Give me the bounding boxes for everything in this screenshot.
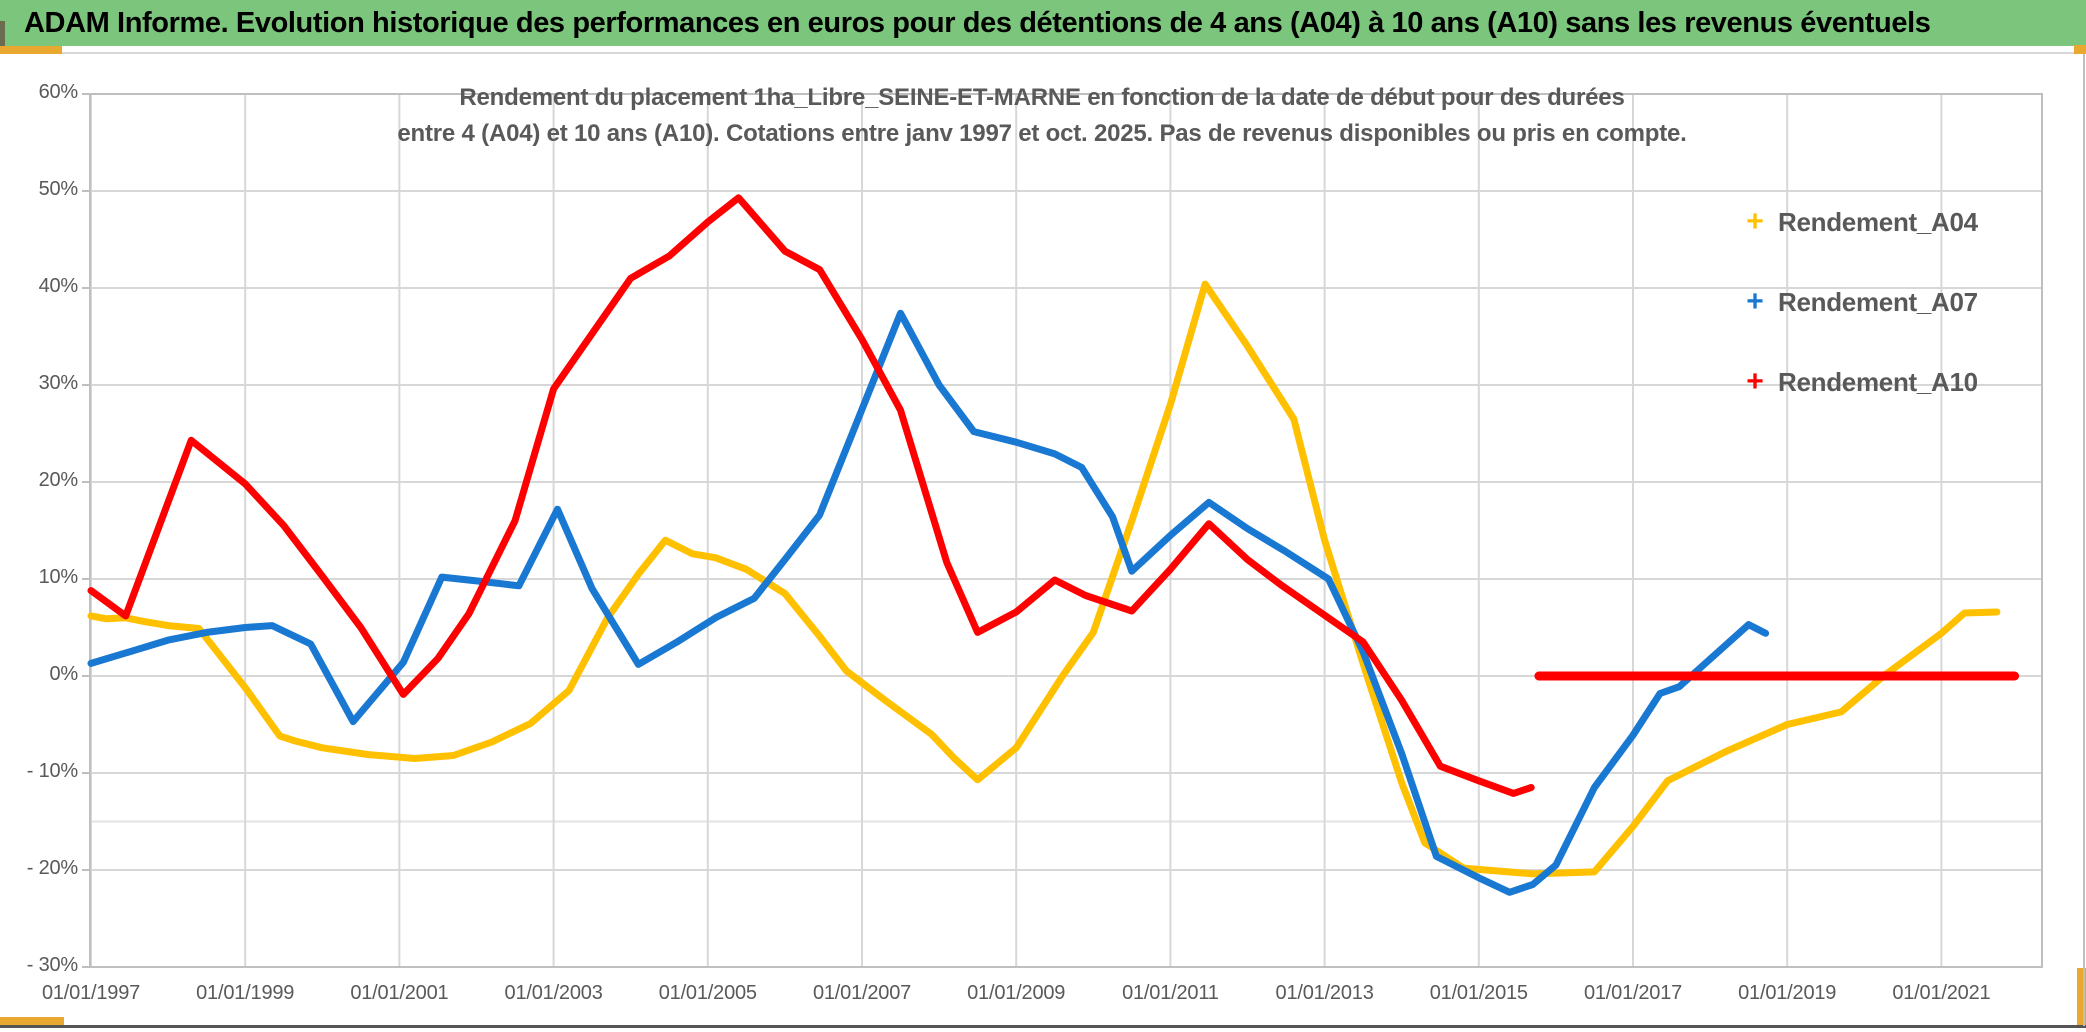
x-axis-label: 01/01/2003 [504, 982, 603, 1004]
x-axis-label: 01/01/2021 [1892, 982, 1991, 1004]
series-rendement-a04 [87, 280, 2001, 878]
legend-item-rendement_a07[interactable]: + Rendement_A07 [1742, 262, 2062, 342]
legend-label: Rendement_A04 [1778, 206, 1978, 237]
chart-title-line2: entre 4 (A04) et 10 ans (A10). Cotations… [397, 120, 1687, 147]
y-axis-label: 20% [38, 469, 79, 491]
x-axis-label: 01/01/2015 [1429, 982, 1528, 1004]
legend-item-rendement_a04[interactable]: + Rendement_A04 [1742, 182, 2062, 262]
x-axis-label: 01/01/2001 [350, 982, 449, 1004]
y-axis-label: 30% [38, 372, 79, 394]
page-title: ADAM Informe. Evolution historique des p… [24, 6, 1931, 39]
y-axis-label: - 10% [26, 760, 78, 782]
x-axis-label: 01/01/1997 [41, 982, 141, 1004]
y-axis-label: - 30% [26, 954, 78, 976]
y-axis-label: 60% [38, 81, 79, 103]
frame-accent-top-left [0, 46, 62, 54]
x-axis-label: 01/01/2007 [812, 982, 912, 1004]
series-rendement-a07 [87, 309, 1770, 896]
corner-dark-mark [0, 21, 5, 46]
plot-border [89, 93, 2043, 968]
x-axis-label: 01/01/2009 [967, 982, 1066, 1004]
frame-accent-top-right [2074, 45, 2086, 54]
chart-legend: + Rendement_A04 + Rendement_A07 + Rendement_A… [1742, 182, 2062, 422]
legend-label: Rendement_A07 [1778, 286, 1978, 317]
x-axis-label: 01/01/2011 [1122, 982, 1219, 1004]
y-axis-label: 0% [49, 663, 78, 685]
y-axis-label: 40% [38, 275, 79, 297]
frame-accent-bottom-right [2077, 968, 2086, 1026]
plus-marker-icon: + [1746, 365, 1764, 398]
x-axis-label: 01/01/2017 [1583, 982, 1683, 1004]
x-axis-label: 01/01/1999 [196, 982, 295, 1004]
y-axis-label: 50% [38, 178, 79, 200]
x-axis-label: 01/01/2019 [1738, 982, 1837, 1004]
bottom-border-line [0, 1025, 2086, 1028]
right-border-line [2083, 54, 2085, 1026]
plus-marker-icon: + [1746, 285, 1764, 318]
series-rendement-a10 [87, 194, 1535, 797]
chart-title-line1: Rendement du placement 1ha_Libre_SEINE-E… [459, 84, 1625, 111]
y-axis-label: - 20% [26, 857, 78, 879]
plus-marker-icon: + [1746, 205, 1764, 238]
chart-title: Rendement du placement 1ha_Libre_SEINE-E… [200, 80, 1884, 152]
frame-accent-bottom-left [0, 1017, 64, 1028]
legend-item-rendement_a10[interactable]: + Rendement_A10 [1742, 342, 2062, 422]
header-separator [0, 52, 2086, 54]
y-axis-label: 10% [38, 566, 79, 588]
chart-header-bar: ADAM Informe. Evolution historique des p… [0, 0, 2086, 46]
legend-label: Rendement_A10 [1778, 366, 1978, 397]
x-axis-label: 01/01/2013 [1275, 982, 1374, 1004]
x-axis-label: 01/01/2005 [658, 982, 757, 1004]
